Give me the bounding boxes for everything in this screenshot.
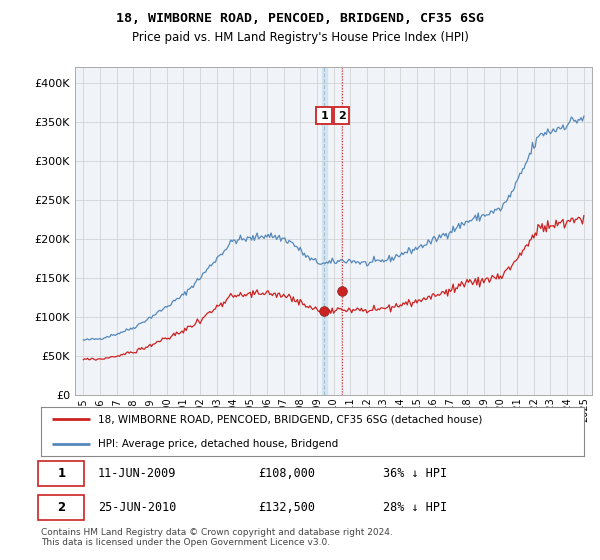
Text: 2: 2 xyxy=(58,501,65,514)
Text: Contains HM Land Registry data © Crown copyright and database right 2024.
This d: Contains HM Land Registry data © Crown c… xyxy=(41,528,392,547)
Text: 36% ↓ HPI: 36% ↓ HPI xyxy=(383,467,447,480)
Text: 11-JUN-2009: 11-JUN-2009 xyxy=(98,467,176,480)
Text: HPI: Average price, detached house, Bridgend: HPI: Average price, detached house, Brid… xyxy=(98,439,338,449)
Text: 25-JUN-2010: 25-JUN-2010 xyxy=(98,501,176,514)
Bar xyxy=(322,67,327,395)
Text: £132,500: £132,500 xyxy=(258,501,315,514)
Text: 1: 1 xyxy=(58,467,65,480)
Text: £108,000: £108,000 xyxy=(258,467,315,480)
Text: 2: 2 xyxy=(338,110,346,120)
Text: 28% ↓ HPI: 28% ↓ HPI xyxy=(383,501,447,514)
Text: 18, WIMBORNE ROAD, PENCOED, BRIDGEND, CF35 6SG: 18, WIMBORNE ROAD, PENCOED, BRIDGEND, CF… xyxy=(116,12,484,25)
Text: 1: 1 xyxy=(320,110,328,120)
Text: 18, WIMBORNE ROAD, PENCOED, BRIDGEND, CF35 6SG (detached house): 18, WIMBORNE ROAD, PENCOED, BRIDGEND, CF… xyxy=(98,414,482,424)
Text: Price paid vs. HM Land Registry's House Price Index (HPI): Price paid vs. HM Land Registry's House … xyxy=(131,31,469,44)
FancyBboxPatch shape xyxy=(38,495,84,520)
FancyBboxPatch shape xyxy=(38,461,84,486)
